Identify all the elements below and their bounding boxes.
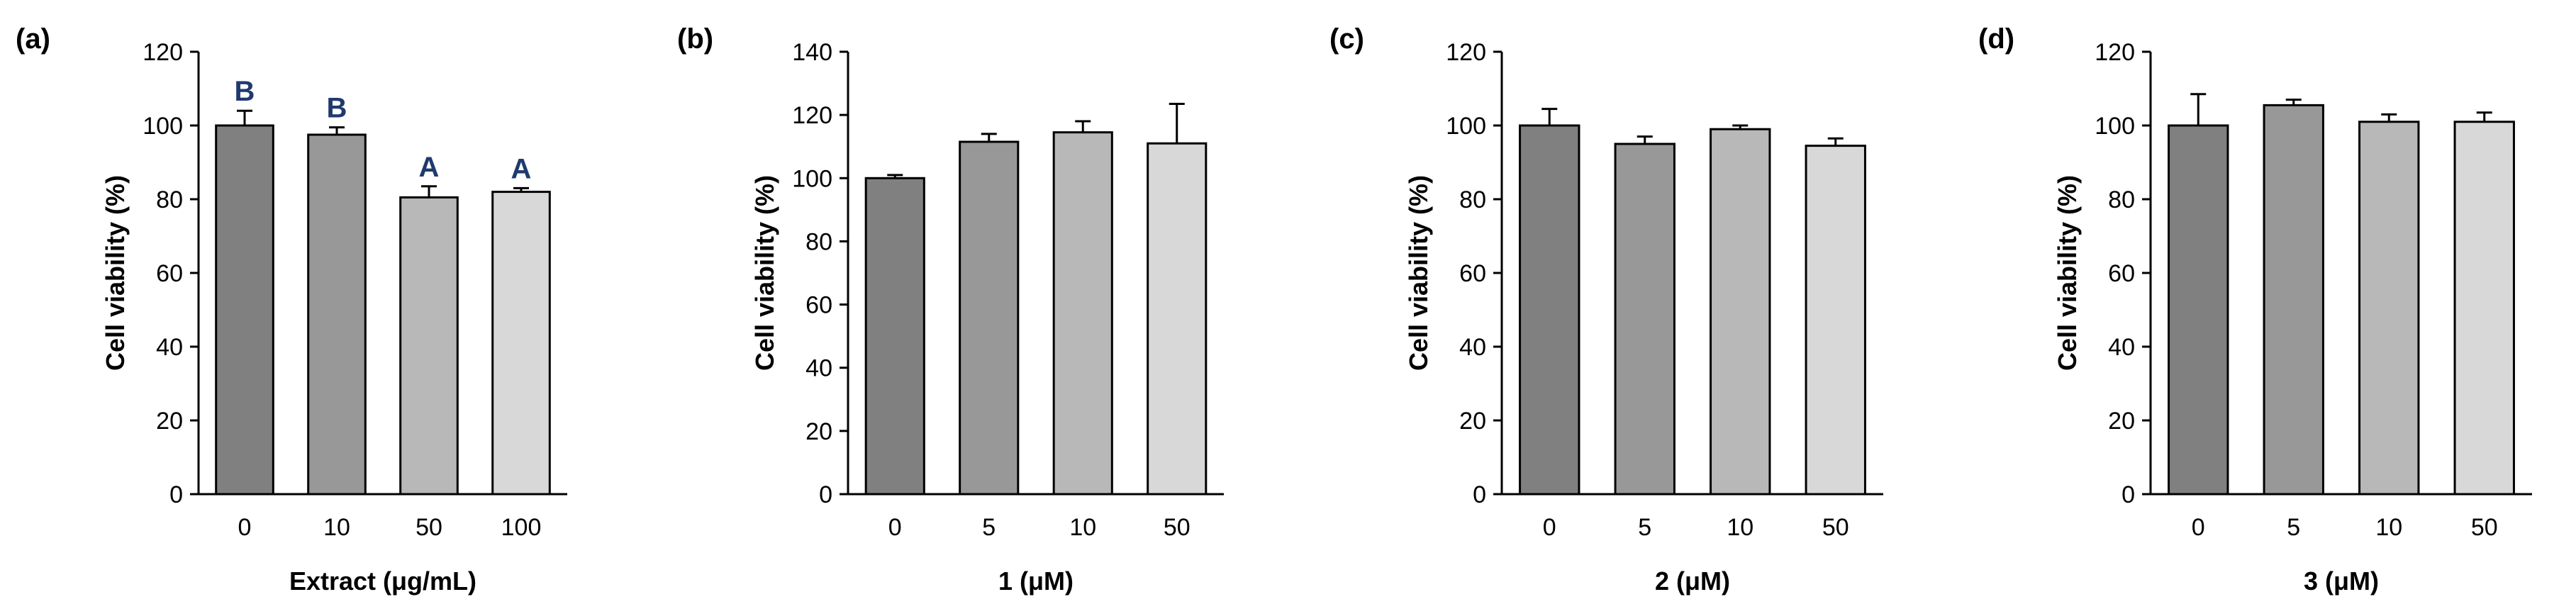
y-tick-label: 60 (2108, 260, 2135, 287)
y-tick-label: 20 (805, 418, 832, 445)
y-axis-label: Cell viability (%) (1404, 175, 1433, 371)
y-tick-label: 40 (2108, 334, 2135, 361)
bar (399, 196, 459, 496)
x-tick-label: 50 (416, 514, 442, 541)
x-tick-label: 10 (1069, 514, 1096, 541)
y-axis-label: Cell viability (%) (750, 175, 779, 371)
panel-label: (d) (1978, 23, 2014, 55)
y-tick-label: 80 (1459, 186, 1486, 213)
chart-panel-c: (c) 0 20 40 60 80 100 120 Cell viability (%) 0 5 10… (1329, 23, 1883, 596)
y-tick-label: 100 (143, 113, 183, 140)
significance-letter: A (419, 152, 440, 183)
x-tick-label: 10 (2375, 514, 2402, 541)
bar (864, 177, 925, 496)
y-tick-label: 120 (2095, 39, 2135, 66)
bar (1614, 143, 1675, 496)
bar (1052, 131, 1113, 496)
bar (491, 191, 551, 496)
bar (215, 124, 274, 496)
y-tick-label: 80 (805, 228, 832, 255)
y-tick-label: 60 (805, 292, 832, 319)
x-axis-label: 3 (μM) (2304, 566, 2379, 596)
x-axis-label: Extract (μg/mL) (289, 566, 476, 596)
y-tick-label: 20 (156, 408, 183, 435)
y-axis-label: Cell viability (%) (101, 175, 130, 371)
x-tick-label: 50 (1822, 514, 1849, 541)
chart-panel-b: (b) 0 20 40 60 80 100 120 140 Cell viability (%) 0… (677, 23, 1224, 596)
panel-label: (c) (1329, 23, 1364, 55)
y-tick-label: 20 (2108, 408, 2135, 435)
chart-panel-d: (d) 0 20 40 60 80 100 120 Cell viability (%) 0 5 10… (1978, 23, 2532, 596)
y-tick-label: 20 (1459, 408, 1486, 435)
bar (959, 140, 1020, 496)
y-tick-label: 40 (805, 355, 832, 382)
x-tick-label: 0 (1543, 514, 1556, 541)
bar (2453, 121, 2515, 496)
x-tick-label: 50 (1164, 514, 1191, 541)
y-tick-label: 100 (2095, 113, 2135, 140)
bar (2168, 124, 2229, 496)
y-tick-label: 100 (1446, 113, 1486, 140)
x-tick-label: 5 (982, 514, 996, 541)
y-tick-label: 120 (1446, 39, 1486, 66)
bar (1519, 124, 1580, 496)
panel-label: (a) (16, 23, 50, 55)
bar (2263, 104, 2324, 496)
x-tick-label: 10 (1727, 514, 1753, 541)
significance-letter: A (511, 153, 532, 184)
y-tick-label: 0 (169, 481, 183, 508)
y-tick-label: 120 (143, 39, 183, 66)
x-tick-label: 5 (1638, 514, 1651, 541)
bar (307, 133, 367, 496)
y-tick-label: 60 (1459, 260, 1486, 287)
y-tick-label: 60 (156, 260, 183, 287)
bar (1805, 145, 1866, 496)
bar (1147, 142, 1208, 496)
y-tick-label: 40 (156, 334, 183, 361)
y-tick-label: 0 (2121, 481, 2135, 508)
panel-label: (b) (677, 23, 713, 55)
x-tick-label: 10 (323, 514, 350, 541)
bar (2358, 121, 2420, 496)
bar (1710, 128, 1771, 496)
y-tick-label: 100 (792, 165, 832, 192)
significance-letter: B (235, 76, 255, 107)
x-tick-label: 100 (501, 514, 542, 541)
y-tick-label: 0 (819, 481, 832, 508)
x-tick-label: 5 (2287, 514, 2300, 541)
y-tick-label: 120 (792, 102, 832, 129)
significance-letter: B (327, 93, 347, 124)
y-tick-label: 80 (2108, 186, 2135, 213)
x-tick-label: 0 (238, 514, 252, 541)
x-tick-label: 0 (2192, 514, 2205, 541)
y-tick-label: 0 (1473, 481, 1486, 508)
x-axis-label: 1 (μM) (998, 566, 1074, 596)
y-axis-label: Cell viability (%) (2053, 175, 2082, 371)
x-axis-label: 2 (μM) (1655, 566, 1730, 596)
x-tick-label: 50 (2471, 514, 2498, 541)
y-tick-label: 80 (156, 186, 183, 213)
chart-panel-a: (a) 0 20 40 60 80 100 120 Cell viability (%) B 0 B 1… (16, 23, 567, 596)
y-tick-label: 40 (1459, 334, 1486, 361)
x-tick-label: 0 (888, 514, 902, 541)
y-tick-label: 140 (792, 39, 832, 66)
